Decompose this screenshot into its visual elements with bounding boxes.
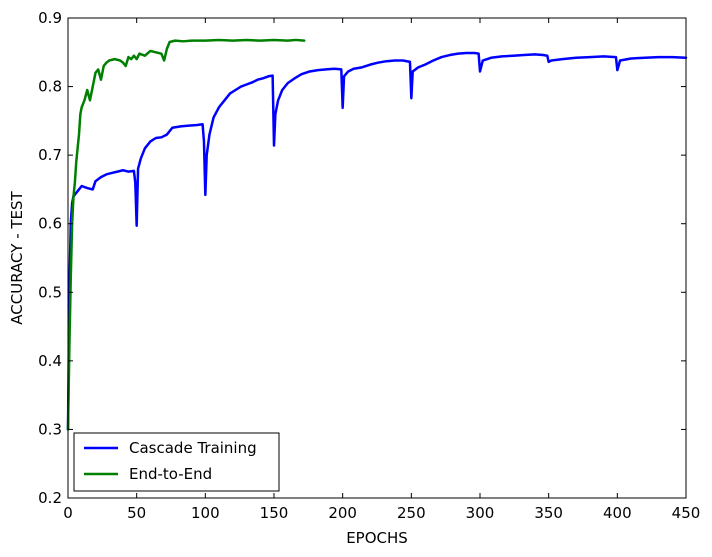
x-tick-label: 350 — [534, 504, 563, 522]
x-tick-label: 150 — [260, 504, 289, 522]
y-tick-label: 0.7 — [38, 146, 62, 164]
legend-box — [73, 432, 280, 492]
legend-label-end-to-end: End-to-End — [129, 465, 212, 483]
series-layer — [66, 38, 688, 431]
plot-area — [68, 18, 686, 498]
legend: Cascade Training End-to-End — [73, 432, 280, 492]
x-tick-label: 450 — [672, 504, 701, 522]
y-tick-label: 0.4 — [38, 352, 62, 370]
y-tick-label: 0.2 — [38, 489, 62, 507]
x-tick-label: 400 — [603, 504, 632, 522]
y-tick-label: 0.6 — [38, 215, 62, 233]
series-line-0 — [66, 51, 688, 431]
x-tick-label: 50 — [127, 504, 146, 522]
ticks-layer: 0 50 100 150 200 250 300 350 400 450 0.2 0.3 0.4 0.5 0… — [38, 9, 700, 522]
series-line-1 — [66, 38, 306, 431]
x-tick-label: 250 — [397, 504, 426, 522]
plot-frame — [67, 17, 687, 499]
x-tick-label: 300 — [466, 504, 495, 522]
x-axis-label: EPOCHS — [346, 529, 408, 547]
legend-label-cascade: Cascade Training — [129, 439, 257, 457]
x-tick-label: 200 — [328, 504, 357, 522]
y-tick-label: 0.3 — [38, 420, 62, 438]
y-tick-label: 0.9 — [38, 9, 62, 27]
x-tick-label: 100 — [191, 504, 220, 522]
y-tick-label: 0.8 — [38, 78, 62, 96]
y-axis-label: ACCURACY - TEST — [8, 190, 26, 324]
y-tick-label: 0.5 — [38, 283, 62, 301]
x-tick-label: 0 — [63, 504, 73, 522]
